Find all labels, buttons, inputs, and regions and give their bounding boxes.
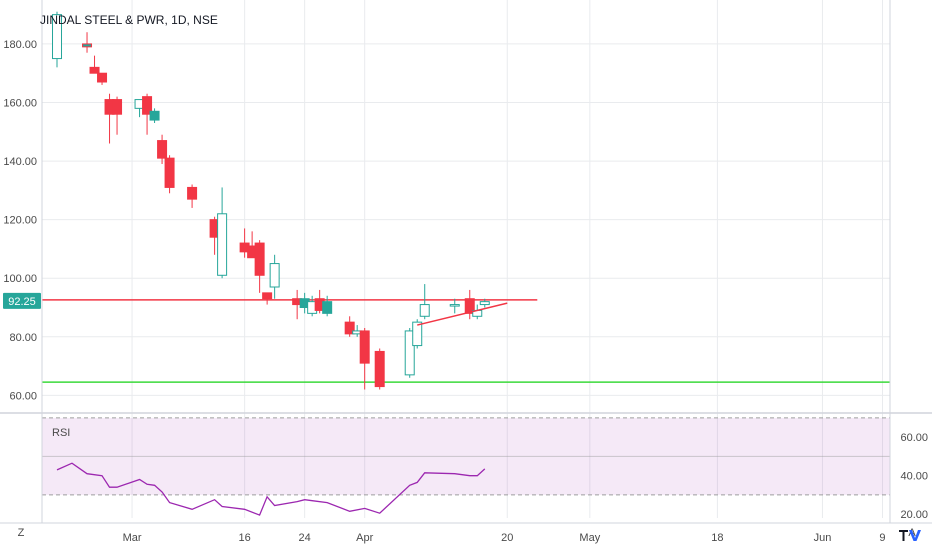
candle-body: [89, 66, 100, 74]
candle: [254, 240, 265, 293]
price-tick-label: 140.00: [3, 156, 37, 168]
candle: [157, 134, 168, 164]
time-tick-label: 16: [238, 532, 250, 544]
tradingview-logo-icon: [899, 530, 921, 541]
candle-body: [82, 43, 93, 48]
candle: [187, 184, 198, 208]
last-price-label: 92.25: [8, 296, 36, 308]
candle: [412, 319, 423, 349]
candle: [344, 316, 355, 337]
zoom-button[interactable]: Z: [18, 527, 25, 539]
candle-body: [97, 72, 108, 83]
rsi-tick-label: 40.00: [900, 471, 928, 483]
last-price-box: [3, 292, 41, 309]
candle: [359, 328, 370, 390]
time-tick-label: 9: [879, 532, 885, 544]
candle: [322, 295, 333, 317]
price-tick-label: 180.00: [3, 39, 37, 51]
candle-body: [164, 157, 175, 188]
candle-body: [374, 350, 385, 388]
candle: [479, 298, 490, 308]
candle: [82, 32, 93, 53]
chart-title: JINDAL STEEL & PWR, 1D, NSE: [40, 13, 218, 27]
candle: [112, 96, 123, 135]
candle-body: [217, 213, 228, 276]
rsi-line-layer: [56, 462, 486, 516]
trend-line: [417, 302, 508, 326]
candle-body: [112, 99, 123, 115]
candle-body: [464, 298, 475, 314]
time-tick-label: 18: [711, 532, 723, 544]
candle: [269, 254, 280, 299]
candle-body: [344, 321, 355, 335]
candle-body: [404, 330, 415, 376]
candle: [419, 284, 430, 320]
time-tick-label: Mar: [123, 532, 142, 544]
trend-line-layer: [417, 302, 508, 326]
candle: [464, 289, 475, 320]
candle: [449, 298, 460, 314]
rsi-title: RSI: [52, 427, 70, 439]
candle-body: [322, 301, 333, 314]
candle: [262, 292, 273, 305]
price-tick-label: 100.00: [3, 273, 37, 285]
rsi-panel: [42, 417, 890, 496]
rsi-tick-label: 20.00: [900, 509, 928, 521]
candle-body: [449, 304, 460, 307]
rsi-tick-label: 60.00: [900, 432, 928, 444]
time-tick-label: Apr: [356, 532, 373, 544]
time-tick-label: 20: [501, 532, 513, 544]
candle-body: [479, 301, 490, 306]
candle-body: [149, 110, 160, 121]
candle: [149, 108, 160, 123]
candle: [89, 55, 100, 74]
candle-body: [419, 304, 430, 317]
price-tick-label: 160.00: [3, 98, 37, 110]
time-tick-label: Jun: [814, 532, 832, 544]
candle-body: [157, 140, 168, 159]
grid: [42, 0, 890, 518]
time-tick-label: 24: [299, 532, 311, 544]
candle: [164, 155, 175, 194]
candle: [52, 11, 63, 68]
candle-body: [142, 96, 153, 115]
candle-body: [254, 242, 265, 276]
candle-body: [359, 330, 370, 364]
candle-body: [52, 14, 63, 60]
last-price-badge: 92.25: [3, 292, 41, 309]
price-tick-label: 60.00: [9, 390, 37, 402]
candle: [374, 348, 385, 390]
candle: [217, 187, 228, 279]
rsi-series-line: [56, 462, 486, 516]
candle-body: [187, 186, 198, 200]
price-tick-label: 120.00: [3, 215, 37, 227]
candle-body: [262, 292, 273, 300]
price-tick-label: 80.00: [9, 332, 37, 344]
candle: [142, 93, 153, 135]
candle: [404, 328, 415, 378]
time-tick-label: May: [579, 532, 600, 544]
candles: [52, 11, 490, 390]
candle-body: [412, 321, 423, 347]
candle-body: [269, 263, 280, 288]
candle: [97, 72, 108, 85]
